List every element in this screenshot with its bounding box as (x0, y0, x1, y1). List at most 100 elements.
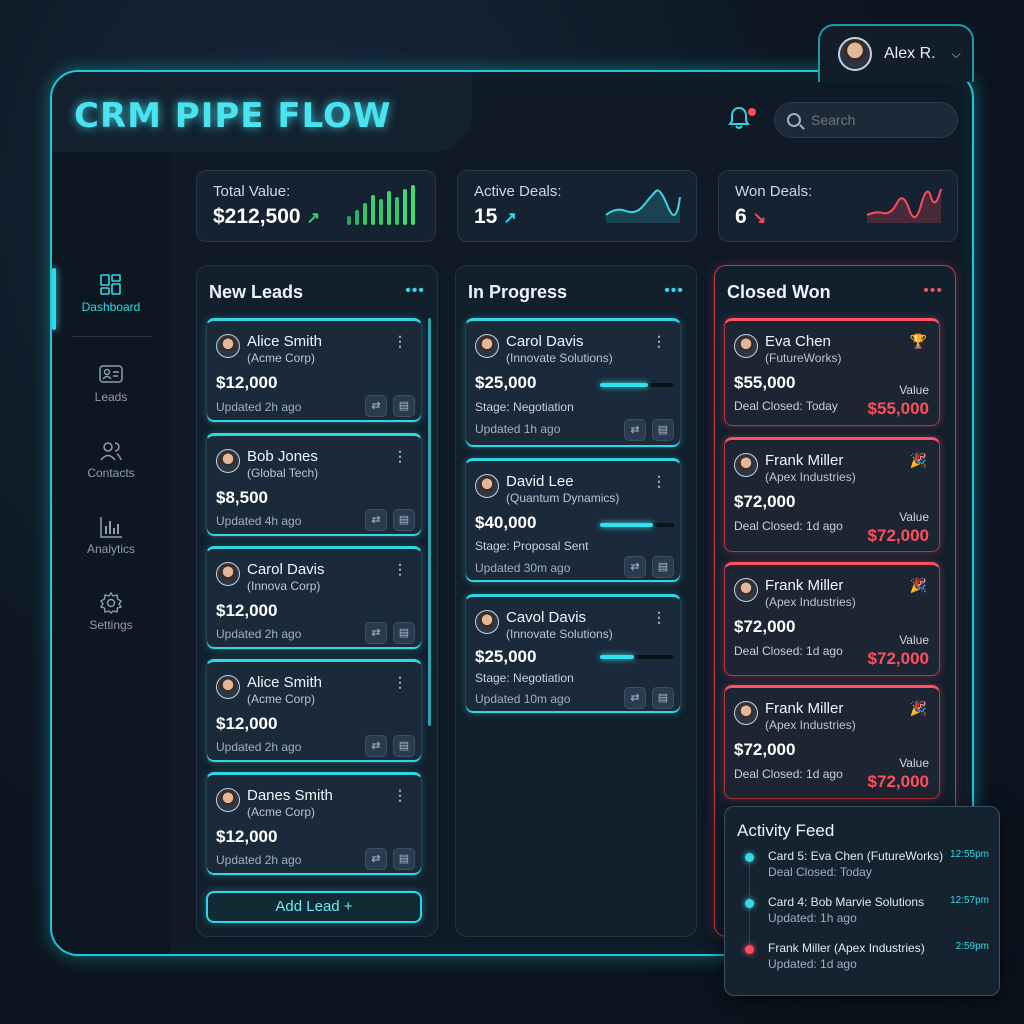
party-popper-icon: 🎉 (909, 700, 927, 716)
company-name: (Quantum Dynamics) (506, 491, 620, 505)
avatar (734, 578, 758, 602)
feed-item-title: Frank Miller (Apex Industries) (768, 941, 925, 955)
transfer-icon[interactable]: ⇄ (624, 687, 646, 709)
avatar (216, 334, 240, 358)
sidebar-item-analytics[interactable]: Analytics (52, 512, 170, 582)
calendar-icon[interactable]: ▤ (393, 509, 415, 531)
feed-item-time: 2:59pm (955, 941, 989, 952)
add-lead-button[interactable]: Add Lead + (206, 891, 422, 923)
company-name: (Acme Corp) (247, 805, 316, 819)
more-icon[interactable]: ••• (923, 282, 943, 299)
contact-name: Eva Chen (765, 333, 831, 350)
transfer-icon[interactable]: ⇄ (365, 848, 387, 870)
feed-item-title: Card 5: Eva Chen (FutureWorks) (768, 849, 944, 863)
progress-bar (600, 523, 674, 527)
kebab-menu-icon[interactable]: ⋮ (652, 473, 666, 489)
column-scrollbar[interactable] (428, 318, 431, 726)
closed-date: Deal Closed: 1d ago (734, 519, 843, 533)
contact-name: Carol Davis (506, 333, 584, 350)
contacts-icon (52, 436, 170, 466)
value-label: Value (899, 383, 929, 397)
more-icon[interactable]: ••• (664, 282, 684, 299)
lead-card[interactable]: Bob Jones (Global Tech) ⋮ $8,500 Updated… (206, 433, 422, 537)
feed-item-subtitle: Updated: 1d ago (768, 957, 857, 971)
company-name: (Global Tech) (247, 466, 319, 480)
contact-name: Bob Jones (247, 448, 318, 465)
kebab-menu-icon[interactable]: ⋮ (393, 674, 407, 690)
calendar-icon[interactable]: ▤ (393, 735, 415, 757)
trend-down-icon: ↘ (752, 210, 767, 227)
value-amount: $72,000 (867, 526, 929, 545)
feed-item-title: Card 4: Bob Marvie Solutions (768, 895, 925, 909)
won-card[interactable]: Frank Miller (Apex Industries) 🎉 $72,000… (724, 437, 940, 552)
kebab-menu-icon[interactable]: ⋮ (393, 448, 407, 464)
kebab-menu-icon[interactable]: ⋮ (393, 787, 407, 803)
company-name: (Innova Corp) (247, 579, 321, 593)
kebab-menu-icon[interactable]: ⋮ (393, 333, 407, 349)
updated-time: Updated 2h ago (216, 400, 302, 414)
sidebar-item-contacts[interactable]: Contacts (52, 436, 170, 506)
transfer-icon[interactable]: ⇄ (365, 395, 387, 417)
kebab-menu-icon[interactable]: ⋮ (652, 609, 666, 625)
avatar (216, 788, 240, 812)
lead-card[interactable]: Alice Smith (Acme Corp) ⋮ $12,000 Update… (206, 318, 422, 423)
transfer-icon[interactable]: ⇄ (624, 556, 646, 578)
stat-won-deals: Won Deals: 6 ↘ (718, 170, 958, 242)
leads-icon (52, 360, 170, 390)
deal-stage: Stage: Proposal Sent (475, 539, 589, 553)
trophy-icon: 🏆 (909, 333, 927, 349)
calendar-icon[interactable]: ▤ (393, 395, 415, 417)
sidebar-item-label: Contacts (87, 466, 135, 480)
settings-icon (52, 588, 170, 618)
deal-amount: $72,000 (734, 617, 796, 636)
transfer-icon[interactable]: ⇄ (365, 735, 387, 757)
bell-icon[interactable] (728, 106, 756, 136)
calendar-icon[interactable]: ▤ (393, 622, 415, 644)
value-label: Value (899, 756, 929, 770)
progress-bar (600, 383, 674, 387)
won-card[interactable]: Frank Miller (Apex Industries) 🎉 $72,000… (724, 685, 940, 799)
app-title: CRM PIPE FLOW (74, 96, 392, 136)
dashboard-icon (52, 270, 170, 300)
avatar (734, 701, 758, 725)
sidebar-item-leads[interactable]: Leads (52, 360, 170, 430)
company-name: (Acme Corp) (247, 692, 316, 706)
stat-active-deals: Active Deals: 15 ↗ (457, 170, 697, 242)
calendar-icon[interactable]: ▤ (652, 556, 674, 578)
won-card[interactable]: Frank Miller (Apex Industries) 🎉 $72,000… (724, 562, 940, 676)
transfer-icon[interactable]: ⇄ (365, 509, 387, 531)
updated-time: Updated 2h ago (216, 740, 302, 754)
kebab-menu-icon[interactable]: ⋮ (393, 561, 407, 577)
avatar (734, 453, 758, 477)
sidebar-item-dashboard[interactable]: Dashboard (52, 268, 170, 340)
search-icon (787, 113, 801, 127)
stat-value: 15 ↗ (474, 205, 517, 228)
company-name: (Innovate Solutions) (506, 351, 613, 365)
search-input[interactable] (811, 112, 941, 128)
calendar-icon[interactable]: ▤ (652, 687, 674, 709)
avatar (734, 334, 758, 358)
more-icon[interactable]: ••• (405, 282, 425, 299)
deal-amount: $25,000 (475, 373, 537, 392)
bar-sparkline (347, 185, 415, 225)
lead-card[interactable]: Danes Smith (Acme Corp) ⋮ $12,000 Update… (206, 772, 422, 876)
kebab-menu-icon[interactable]: ⋮ (652, 333, 666, 349)
trend-up-icon: ↗ (306, 210, 320, 227)
transfer-icon[interactable]: ⇄ (624, 419, 646, 441)
search-box[interactable] (774, 102, 958, 138)
deal-card[interactable]: Carol Davis (Innovate Solutions) ⋮ $25,0… (465, 318, 681, 448)
lead-card[interactable]: Carol Davis (Innova Corp) ⋮ $12,000 Upda… (206, 546, 422, 650)
status-dot (745, 899, 754, 908)
deal-card[interactable]: Cavol Davis (Innovate Solutions) ⋮ $25,0… (465, 594, 681, 714)
won-card[interactable]: Eva Chen (FutureWorks) 🏆 $55,000 Deal Cl… (724, 318, 940, 426)
user-menu[interactable]: Alex R. ⌵ (818, 24, 974, 82)
lead-card[interactable]: Alice Smith (Acme Corp) ⋮ $12,000 Update… (206, 659, 422, 763)
closed-date: Deal Closed: 1d ago (734, 644, 843, 658)
value-label: Value (899, 510, 929, 524)
transfer-icon[interactable]: ⇄ (365, 622, 387, 644)
calendar-icon[interactable]: ▤ (652, 419, 674, 441)
deal-card[interactable]: David Lee (Quantum Dynamics) ⋮ $40,000 S… (465, 458, 681, 583)
calendar-icon[interactable]: ▤ (393, 848, 415, 870)
sidebar-item-settings[interactable]: Settings (52, 588, 170, 658)
progress-bar (600, 655, 674, 659)
